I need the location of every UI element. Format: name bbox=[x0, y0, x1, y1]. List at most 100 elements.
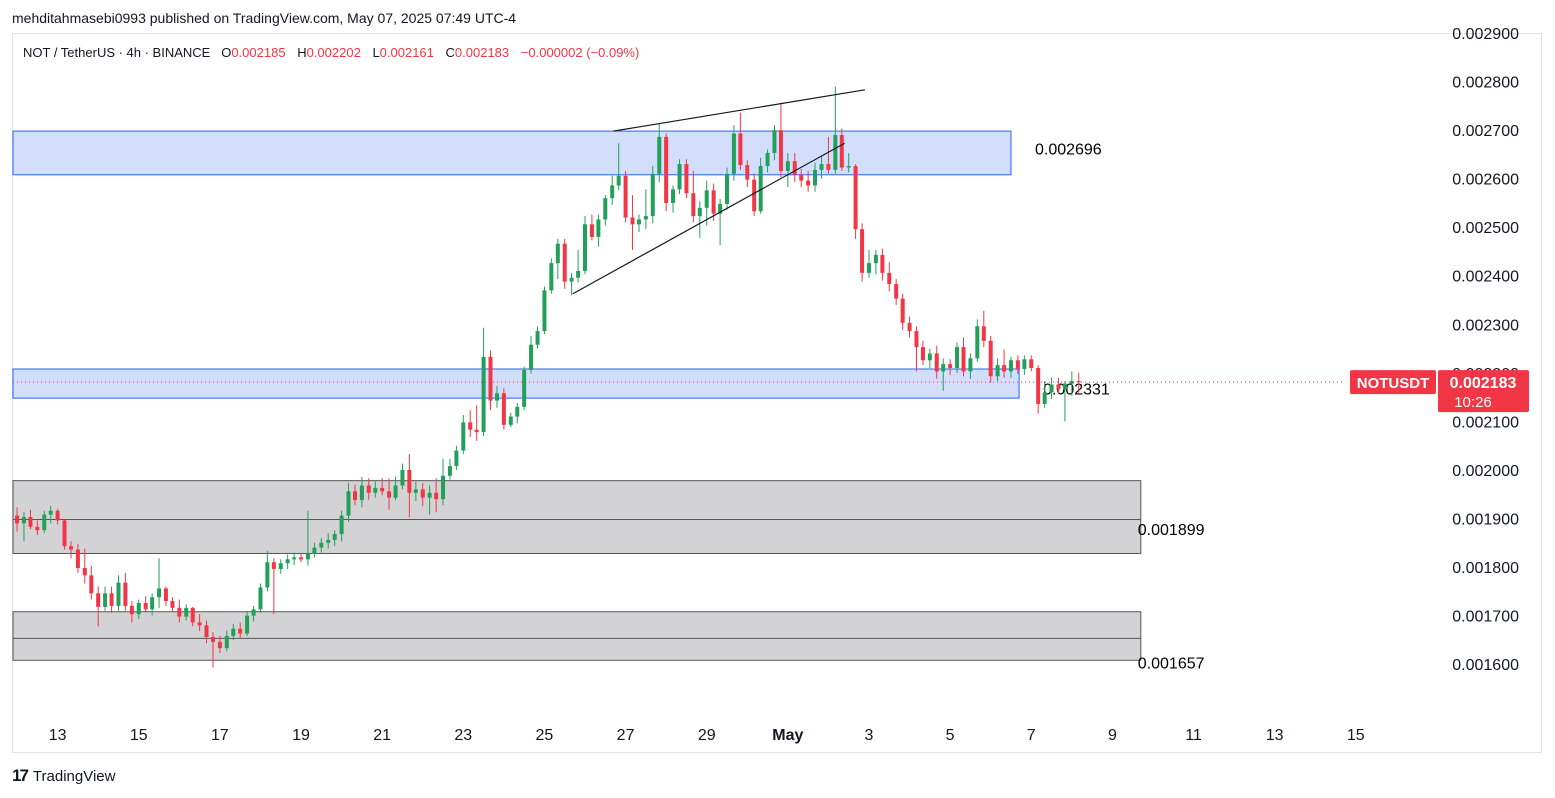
y-tick-label: 0.001600 bbox=[1452, 657, 1519, 674]
candle-body-49 bbox=[346, 491, 351, 516]
candle-body-140 bbox=[961, 347, 966, 372]
candle-body-66 bbox=[461, 422, 466, 451]
candle-body-123 bbox=[846, 166, 851, 168]
candle-body-114 bbox=[785, 161, 790, 171]
candle-body-14 bbox=[109, 593, 114, 606]
candle-body-55 bbox=[387, 491, 392, 498]
candle-body-110 bbox=[758, 166, 763, 212]
x-tick-label: 13 bbox=[49, 727, 67, 744]
y-tick-label: 0.002400 bbox=[1452, 269, 1519, 286]
candle-body-131 bbox=[900, 298, 905, 323]
candle-body-58 bbox=[407, 469, 412, 493]
x-tick-label: 13 bbox=[1266, 727, 1284, 744]
candle-body-143 bbox=[981, 326, 986, 341]
candle-body-44 bbox=[312, 547, 317, 554]
candle-body-128 bbox=[880, 254, 885, 273]
candle-body-144 bbox=[988, 340, 993, 377]
candle-body-91 bbox=[630, 217, 635, 225]
candle-body-130 bbox=[894, 284, 899, 299]
trendline-1 bbox=[572, 142, 845, 295]
candle-body-11 bbox=[89, 575, 94, 594]
candle-body-89 bbox=[616, 175, 621, 186]
candle-body-50 bbox=[352, 491, 357, 501]
x-tick-label: 21 bbox=[373, 727, 391, 744]
publisher-credit: mehditahmasebi0993 published on TradingV… bbox=[12, 10, 517, 26]
candle-body-36 bbox=[258, 587, 263, 610]
candle-body-61 bbox=[427, 492, 432, 498]
candle-body-51 bbox=[359, 485, 364, 501]
candle-body-97 bbox=[671, 189, 676, 203]
candle-body-94 bbox=[650, 173, 655, 217]
candle-body-5 bbox=[48, 510, 53, 515]
candle-body-129 bbox=[887, 272, 892, 285]
candle-body-113 bbox=[778, 130, 783, 171]
candle-body-67 bbox=[468, 422, 473, 430]
y-tick-label: 0.002600 bbox=[1452, 172, 1519, 189]
candle-body-76 bbox=[529, 344, 534, 370]
candle-body-137 bbox=[941, 364, 946, 372]
candle-body-48 bbox=[339, 515, 344, 535]
candle-body-20 bbox=[150, 597, 155, 610]
candle-body-73 bbox=[508, 416, 513, 425]
candle-body-46 bbox=[326, 539, 331, 543]
candle-body-93 bbox=[643, 216, 648, 220]
candle-body-102 bbox=[704, 190, 709, 208]
candle-body-29 bbox=[211, 636, 216, 642]
candle-body-125 bbox=[860, 229, 865, 273]
legend-low-label: L bbox=[372, 45, 380, 60]
candle-body-15 bbox=[116, 582, 121, 606]
y-tick-label: 0.002700 bbox=[1452, 123, 1519, 140]
candle-body-40 bbox=[285, 559, 290, 564]
candle-body-88 bbox=[610, 185, 615, 199]
legend-symbol: NOT / TetherUS · 4h · BINANCE bbox=[23, 45, 211, 60]
tradingview-logo-icon: 17 bbox=[12, 766, 29, 785]
y-tick-label: 0.001900 bbox=[1452, 511, 1519, 528]
candle-body-118 bbox=[813, 169, 818, 186]
footer-branding[interactable]: 17 TradingView bbox=[12, 766, 115, 786]
candle-body-34 bbox=[245, 615, 250, 634]
candle-body-1 bbox=[21, 517, 26, 524]
candle-body-126 bbox=[866, 263, 871, 273]
y-tick-label: 0.001800 bbox=[1452, 560, 1519, 577]
candle-body-133 bbox=[914, 331, 919, 348]
candle-body-96 bbox=[664, 136, 669, 203]
candle-body-148 bbox=[1015, 360, 1020, 369]
candle-body-33 bbox=[238, 628, 243, 634]
candle-body-109 bbox=[752, 179, 757, 212]
trendline-0 bbox=[613, 89, 866, 132]
legend-open-label: O bbox=[221, 45, 232, 60]
candle-body-42 bbox=[299, 557, 304, 560]
candle-body-52 bbox=[366, 485, 371, 493]
candle-body-90 bbox=[623, 175, 628, 218]
candle-body-80 bbox=[555, 243, 560, 264]
candle-body-117 bbox=[806, 180, 811, 186]
legend-low-value: 0.002161 bbox=[379, 45, 434, 60]
zone-blue-0 bbox=[12, 130, 1012, 176]
candle-body-77 bbox=[535, 331, 540, 345]
candle-body-103 bbox=[711, 190, 716, 214]
candle-body-26 bbox=[190, 607, 195, 623]
candle-body-69 bbox=[481, 356, 486, 433]
candle-body-24 bbox=[177, 607, 182, 617]
x-tick-label: 15 bbox=[1347, 727, 1365, 744]
x-tick-label: May bbox=[772, 727, 803, 744]
x-tick-label: 27 bbox=[617, 727, 635, 744]
candle-body-106 bbox=[731, 133, 736, 174]
legend-close-label: C bbox=[445, 45, 455, 60]
candle-body-64 bbox=[447, 466, 452, 476]
candle-body-127 bbox=[873, 254, 878, 264]
candle-body-154 bbox=[1056, 384, 1061, 390]
candle-body-149 bbox=[1022, 359, 1027, 369]
x-tick-label: 23 bbox=[454, 727, 472, 744]
x-tick-label: 19 bbox=[292, 727, 310, 744]
candle-body-19 bbox=[143, 602, 148, 610]
candle-body-27 bbox=[197, 622, 202, 626]
candle-body-70 bbox=[488, 356, 493, 401]
candle-body-98 bbox=[677, 164, 682, 190]
candle-body-21 bbox=[157, 588, 162, 598]
x-tick-label: 3 bbox=[865, 727, 874, 744]
candle-body-121 bbox=[833, 134, 838, 170]
candle-body-112 bbox=[772, 130, 777, 153]
legend-change: −0.000002 (−0.09%) bbox=[520, 45, 640, 60]
